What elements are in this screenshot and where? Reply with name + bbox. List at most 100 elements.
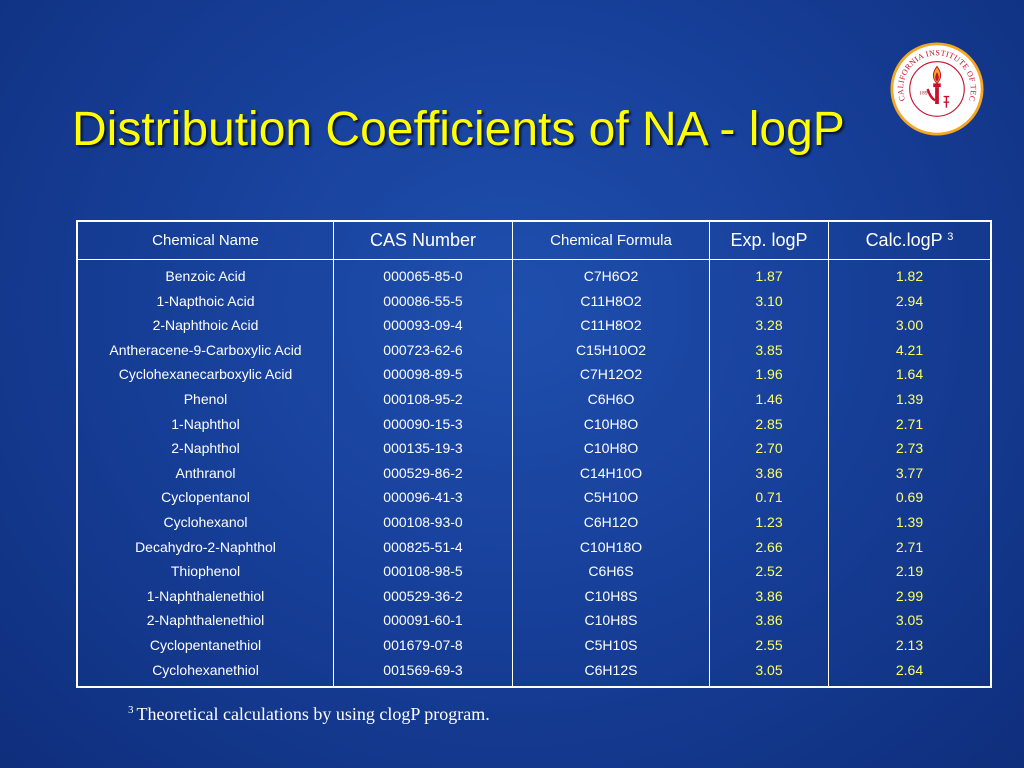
cell-calc: 2.64	[895, 661, 924, 678]
logp-table: Chemical Name CAS Number Chemical Formul…	[76, 220, 992, 689]
cell-exp: 0.71	[755, 489, 783, 506]
column-exp-logp: 1.87 3.10 3.28 3.85 1.96 1.46 2.85 2.70 3.86 0.71…	[709, 259, 829, 688]
cell-cas: 000098-89-5	[383, 366, 463, 383]
cell-exp: 3.86	[755, 464, 783, 481]
cell-name: 2-Naphthol	[171, 440, 240, 457]
cell-cas: 000091-60-1	[383, 612, 463, 629]
cell-exp: 3.86	[755, 587, 783, 604]
column-cas-number: 000065-85-0 000086-55-5 000093-09-4 000723-…	[333, 259, 513, 688]
cell-name: Thiophenol	[170, 563, 241, 580]
cell-cas: 000096-41-3	[383, 489, 463, 506]
cell-formula: C11H8O2	[580, 292, 642, 309]
cell-formula: C7H6O2	[583, 268, 639, 284]
cell-calc: 1.64	[895, 366, 924, 383]
header-chemical-formula: Chemical Formula	[512, 220, 710, 260]
cell-cas: 000065-85-0	[383, 268, 463, 284]
cell-formula: C10H8O	[583, 415, 639, 432]
header-cas-number: CAS Number	[333, 220, 513, 260]
cell-exp: 1.87	[755, 268, 783, 284]
footnote-marker: 3	[947, 231, 954, 243]
cell-formula: C10H8S	[584, 612, 638, 629]
cell-formula: C6H6S	[588, 563, 634, 580]
header-calc-logp-label: Calc.logP	[865, 230, 943, 250]
cell-calc: 2.13	[895, 636, 924, 653]
cell-formula: C14H10O	[579, 464, 643, 481]
seal-year: 1891	[919, 91, 930, 97]
cell-name: Anthranol	[175, 464, 236, 481]
cell-exp: 3.28	[755, 317, 783, 334]
cell-cas: 000108-95-2	[383, 390, 463, 407]
cell-cas: 000108-93-0	[383, 513, 463, 530]
cell-name: Phenol	[183, 390, 228, 407]
cell-exp: 3.10	[755, 292, 783, 309]
cell-cas: 000093-09-4	[383, 317, 463, 334]
cell-name: Antheracene-9-Carboxylic Acid	[109, 341, 302, 358]
cell-cas: 001679-07-8	[383, 636, 463, 653]
cell-calc: 0.69	[895, 489, 924, 506]
cell-exp: 1.23	[755, 513, 783, 530]
cell-exp: 2.55	[755, 636, 783, 653]
table-header-row: Chemical Name CAS Number Chemical Formul…	[76, 220, 992, 260]
cell-formula: C11H8O2	[580, 317, 642, 334]
cell-name: Cyclopentanethiol	[149, 636, 262, 653]
cell-cas: 000090-15-3	[383, 415, 463, 432]
header-calc-logp: Calc.logP 3	[828, 220, 992, 260]
caltech-seal-logo: CALIFORNIA INSTITUTE OF TECHNOLOGY 1891	[890, 42, 984, 136]
header-chemical-name: Chemical Name	[76, 220, 334, 260]
cell-formula: C7H12O2	[579, 366, 643, 383]
cell-cas: 000086-55-5	[383, 292, 463, 309]
cell-exp: 2.52	[755, 563, 783, 580]
cell-name: 1-Naphthol	[171, 415, 240, 432]
cell-calc: 2.19	[895, 563, 924, 580]
cell-cas: 000825-51-4	[383, 538, 463, 555]
cell-name: Benzoic Acid	[165, 268, 246, 284]
cell-calc: 2.94	[895, 292, 924, 309]
slide-title: Distribution Coefficients of NA - logP	[72, 103, 845, 156]
cell-name: Decahydro-2-Naphthol	[135, 538, 276, 555]
cell-name: 1-Napthoic Acid	[156, 292, 255, 309]
cell-cas: 000529-36-2	[383, 587, 463, 604]
cell-formula: C10H8S	[584, 587, 638, 604]
cell-name: Cyclohexanol	[163, 513, 248, 530]
cell-formula: C10H8O	[583, 440, 639, 457]
cell-calc: 1.82	[895, 268, 924, 284]
column-chemical-formula: C7H6O2 C11H8O2 C11H8O2 C15H10O2 C7H12O2 C6H6O…	[512, 259, 710, 688]
cell-formula: C15H10O2	[575, 341, 647, 358]
cell-cas: 000723-62-6	[383, 341, 463, 358]
cell-formula: C10H18O	[579, 538, 643, 555]
cell-exp: 2.85	[755, 415, 783, 432]
cell-calc: 2.99	[895, 587, 924, 604]
cell-formula: C5H10S	[584, 636, 638, 653]
cell-calc: 2.71	[895, 538, 924, 555]
cell-exp: 2.66	[755, 538, 783, 555]
cell-formula: C6H6O	[587, 390, 635, 407]
cell-formula: C6H12S	[584, 661, 638, 678]
cell-exp: 3.05	[755, 661, 783, 678]
cell-cas: 001569-69-3	[383, 661, 463, 678]
cell-exp: 2.70	[755, 440, 783, 457]
cell-formula: C6H12O	[583, 513, 639, 530]
cell-exp: 3.86	[755, 612, 783, 629]
cell-calc: 3.05	[895, 612, 924, 629]
cell-name: 1-Naphthalenethiol	[146, 587, 265, 604]
cell-calc: 3.00	[895, 317, 924, 334]
cell-name: 2-Naphthalenethiol	[146, 612, 265, 629]
table-body-row: Benzoic Acid 1-Napthoic Acid 2-Naphthoic A…	[76, 259, 992, 688]
footnote: 3 Theoretical calculations by using clogP…	[128, 704, 490, 725]
cell-calc: 1.39	[895, 513, 924, 530]
cell-cas: 000529-86-2	[383, 464, 463, 481]
cell-calc: 3.77	[895, 464, 924, 481]
cell-exp: 1.96	[755, 366, 783, 383]
cell-exp: 1.46	[755, 390, 783, 407]
cell-cas: 000135-19-3	[383, 440, 463, 457]
cell-calc: 2.71	[895, 415, 924, 432]
header-exp-logp: Exp. logP	[709, 220, 829, 260]
cell-formula: C5H10O	[583, 489, 639, 506]
column-calc-logp: 1.82 2.94 3.00 4.21 1.64 1.39 2.71 2.73 3.77 0.69…	[828, 259, 992, 688]
cell-name: 2-Naphthoic Acid	[152, 317, 259, 334]
cell-calc: 1.39	[895, 390, 924, 407]
cell-calc: 2.73	[895, 440, 924, 457]
cell-exp: 3.85	[755, 341, 783, 358]
cell-calc: 4.21	[895, 341, 924, 358]
footnote-text: Theoretical calculations by using clogP …	[136, 704, 490, 724]
